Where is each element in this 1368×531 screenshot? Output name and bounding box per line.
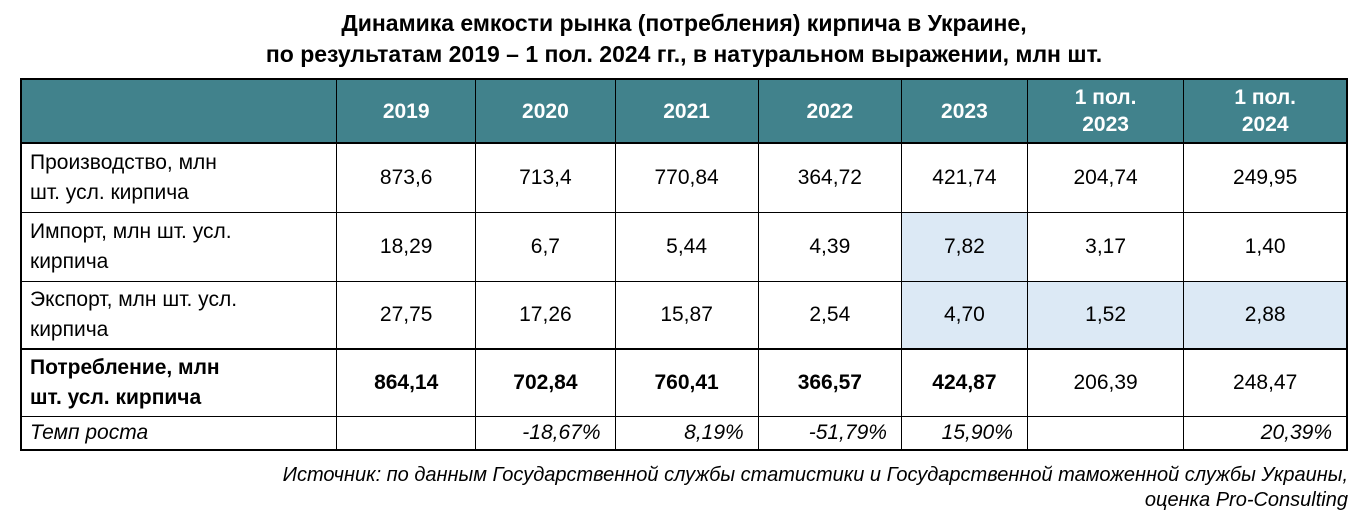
cell-export-2020: 17,26 [475, 281, 616, 350]
market-capacity-table: 2019 2020 2021 2022 2023 1 пол. 2023 1 п… [20, 78, 1348, 451]
cell-growth-h1-2024: 20,39% [1183, 416, 1348, 451]
cell-consumption-2019: 864,14 [336, 348, 477, 417]
cell-import-2021: 5,44 [614, 212, 759, 282]
header-cell-empty [20, 78, 338, 144]
cell-growth-h1-2023 [1026, 416, 1185, 451]
row-label-export: Экспорт, млн шт. усл. кирпича [20, 281, 338, 350]
cell-growth-2019 [336, 416, 477, 451]
cell-production-2023: 421,74 [900, 142, 1028, 213]
cell-growth-2021: 8,19% [614, 416, 759, 451]
cell-production-h1-2023: 204,74 [1026, 142, 1185, 213]
cell-growth-2020: -18,67% [475, 416, 616, 451]
header-cell-2020: 2020 [475, 78, 616, 144]
header-cell-2019: 2019 [336, 78, 477, 144]
row-label-consumption: Потребление, млн шт. усл. кирпича [20, 348, 338, 417]
cell-consumption-h1-2023: 206,39 [1026, 348, 1185, 417]
table-row-consumption: Потребление, млн шт. усл. кирпича 864,14… [20, 348, 1348, 417]
row-label-production: Производство, млн шт. усл. кирпича [20, 142, 338, 213]
row-label-growth-rate: Темп роста [20, 416, 338, 451]
cell-production-2022: 364,72 [757, 142, 902, 213]
source-line-2: оценка Pro-Consulting [1144, 489, 1348, 511]
table-row-growth-rate: Темп роста -18,67% 8,19% -51,79% 15,90% … [20, 416, 1348, 451]
table-row-production: Производство, млн шт. усл. кирпича 873,6… [20, 142, 1348, 213]
cell-export-2019: 27,75 [336, 281, 477, 350]
cell-import-h1-2023: 3,17 [1026, 212, 1185, 282]
cell-export-2023-highlighted: 4,70 [900, 281, 1028, 350]
table-title: Динамика емкости рынка (потребления) кир… [0, 0, 1368, 70]
cell-growth-2022: -51,79% [757, 416, 902, 451]
row-label-import: Импорт, млн шт. усл. кирпича [20, 212, 338, 282]
cell-consumption-2021: 760,41 [614, 348, 759, 417]
header-row: 2019 2020 2021 2022 2023 1 пол. 2023 1 п… [20, 78, 1348, 144]
cell-import-2019: 18,29 [336, 212, 477, 282]
cell-import-h1-2024: 1,40 [1183, 212, 1348, 282]
title-line-2: по результатам 2019 – 1 пол. 2024 гг., в… [265, 41, 1103, 67]
cell-consumption-h1-2024: 248,47 [1183, 348, 1348, 417]
header-cell-h1-2024: 1 пол. 2024 [1183, 78, 1348, 144]
header-cell-2021: 2021 [614, 78, 759, 144]
cell-export-2021: 15,87 [614, 281, 759, 350]
source-line-1: Источник: по данным Государственной служ… [282, 464, 1348, 486]
cell-import-2022: 4,39 [757, 212, 902, 282]
cell-production-2019: 873,6 [336, 142, 477, 213]
table-row-import: Импорт, млн шт. усл. кирпича 18,29 6,7 5… [20, 212, 1348, 282]
cell-production-h1-2024: 249,95 [1183, 142, 1348, 213]
table-row-export: Экспорт, млн шт. усл. кирпича 27,75 17,2… [20, 281, 1348, 350]
cell-consumption-2022: 366,57 [757, 348, 902, 417]
cell-consumption-2023: 424,87 [900, 348, 1028, 417]
cell-production-2021: 770,84 [614, 142, 759, 213]
header-cell-2023: 2023 [900, 78, 1028, 144]
cell-import-2023-highlighted: 7,82 [900, 212, 1028, 282]
cell-export-h1-2024-highlighted: 2,88 [1183, 281, 1348, 350]
source-note: Источник: по данным Государственной служ… [20, 463, 1348, 513]
title-line-1: Динамика емкости рынка (потребления) кир… [341, 10, 1027, 36]
cell-consumption-2020: 702,84 [475, 348, 616, 417]
cell-export-h1-2023-highlighted: 1,52 [1026, 281, 1185, 350]
header-cell-2022: 2022 [757, 78, 902, 144]
header-cell-h1-2023: 1 пол. 2023 [1026, 78, 1185, 144]
cell-growth-2023: 15,90% [900, 416, 1028, 451]
cell-import-2020: 6,7 [475, 212, 616, 282]
cell-production-2020: 713,4 [475, 142, 616, 213]
cell-export-2022: 2,54 [757, 281, 902, 350]
